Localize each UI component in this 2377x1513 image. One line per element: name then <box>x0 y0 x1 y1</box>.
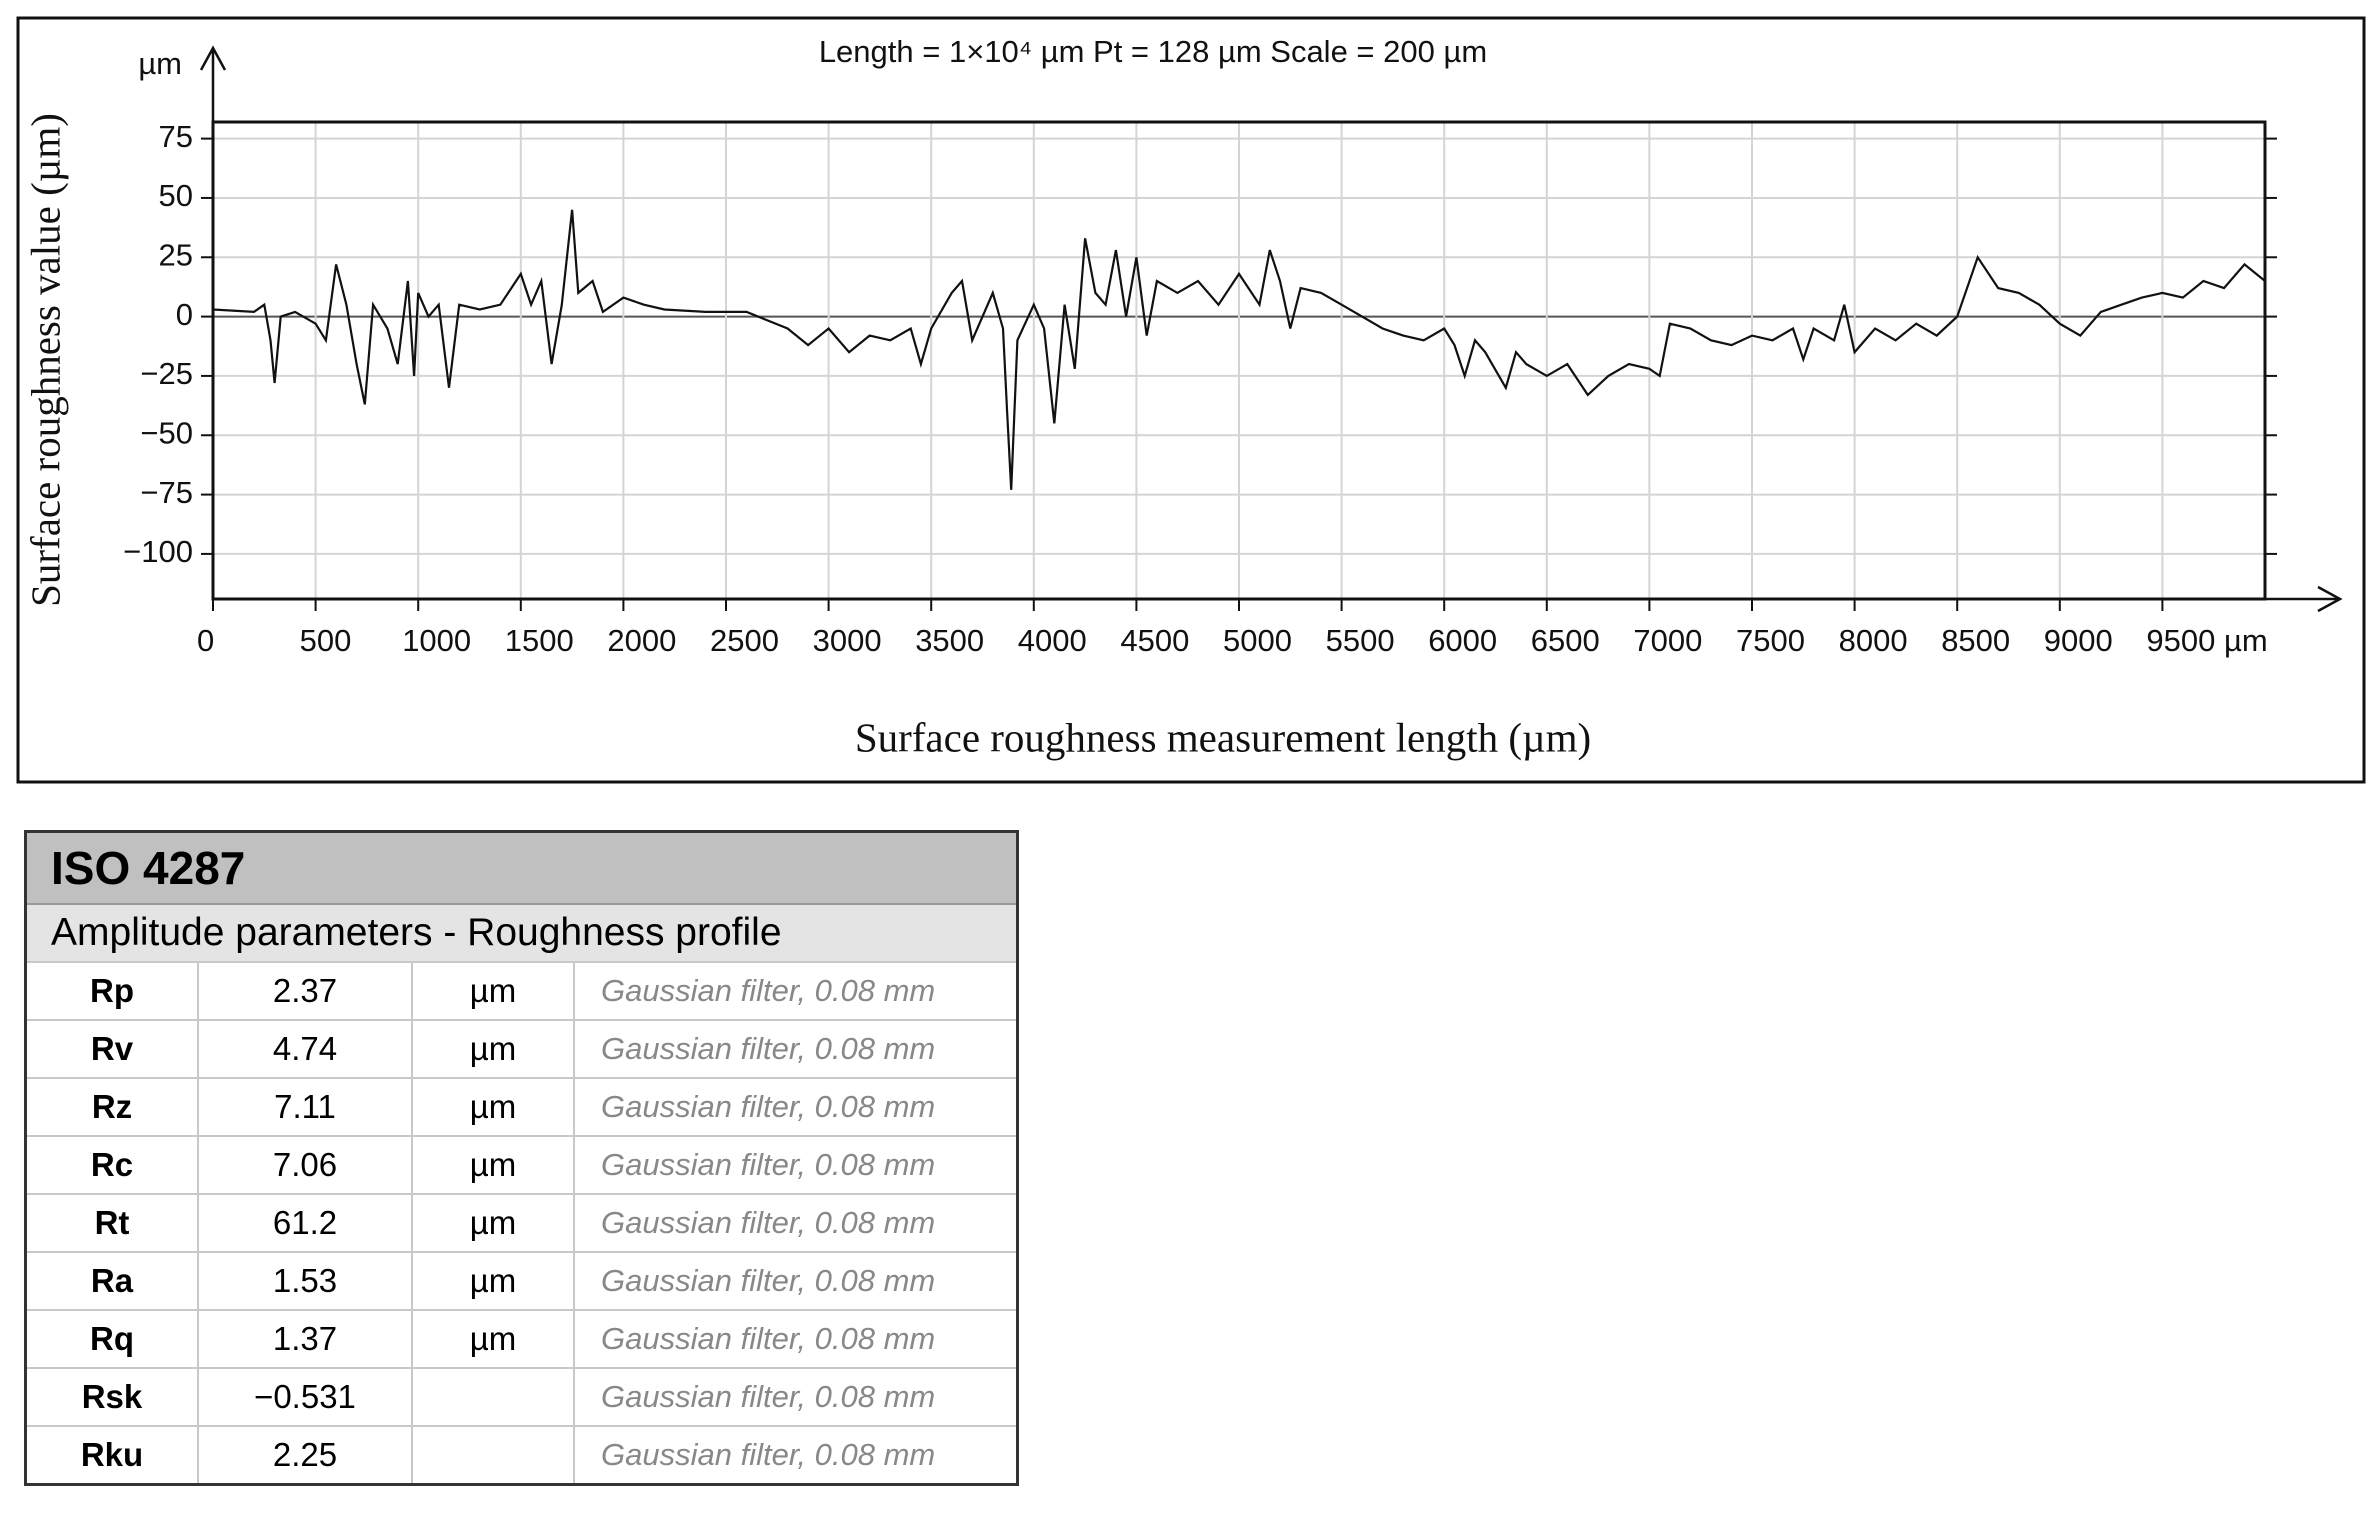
x-tick-label: 4000 <box>1018 623 1087 658</box>
y-tick-label: 0 <box>176 297 193 332</box>
cell-name: Rsk <box>24 1367 199 1427</box>
cell-name: Rku <box>24 1425 199 1486</box>
x-tick-label: 9500 µm <box>2146 623 2267 658</box>
x-tick-label: 500 <box>300 623 352 658</box>
y-unit: µm <box>138 46 182 81</box>
y-tick-label: 25 <box>159 237 193 272</box>
x-tick-label: 8000 <box>1839 623 1908 658</box>
x-tick-label: 1500 <box>505 623 574 658</box>
chart-title: Length = 1×10⁴ µm Pt = 128 µm Scale = 20… <box>819 34 1487 69</box>
y-axis-title: Surface roughness value (µm) <box>22 113 68 607</box>
cell-value: 4.74 <box>197 1019 413 1079</box>
cell-value: 1.53 <box>197 1251 413 1311</box>
y-axis-arrow <box>199 45 227 122</box>
cell-unit: µm <box>411 1077 575 1137</box>
cell-unit: µm <box>411 1193 575 1253</box>
table-row: Rv 4.74 µm Gaussian filter, 0.08 mm <box>24 1019 1019 1079</box>
cell-value: −0.531 <box>197 1367 413 1427</box>
parameter-table: ISO 4287 Amplitude parameters - Roughnes… <box>24 830 1019 1486</box>
table-row: Rsk −0.531 Gaussian filter, 0.08 mm <box>24 1367 1019 1427</box>
y-tick-label: −25 <box>140 356 193 391</box>
table-row: Rku 2.25 Gaussian filter, 0.08 mm <box>24 1425 1019 1486</box>
cell-value: 1.37 <box>197 1309 413 1369</box>
x-tick-label: 3500 <box>915 623 984 658</box>
cell-note: Gaussian filter, 0.08 mm <box>573 1135 1019 1195</box>
table-row: Ra 1.53 µm Gaussian filter, 0.08 mm <box>24 1251 1019 1311</box>
cell-note: Gaussian filter, 0.08 mm <box>573 961 1019 1021</box>
cell-value: 7.11 <box>197 1077 413 1137</box>
x-tick-label: 7500 <box>1736 623 1805 658</box>
cell-unit <box>411 1367 575 1427</box>
table-row: Rz 7.11 µm Gaussian filter, 0.08 mm <box>24 1077 1019 1137</box>
cell-unit: µm <box>411 1251 575 1311</box>
cell-note: Gaussian filter, 0.08 mm <box>573 1019 1019 1079</box>
cell-unit: µm <box>411 961 575 1021</box>
y-tick-label: −50 <box>140 415 193 450</box>
x-tick-label: 7000 <box>1633 623 1702 658</box>
cell-name: Rc <box>24 1135 199 1195</box>
table-row: Rq 1.37 µm Gaussian filter, 0.08 mm <box>24 1309 1019 1369</box>
cell-name: Rz <box>24 1077 199 1137</box>
cell-unit: µm <box>411 1309 575 1369</box>
x-axis-title: Surface roughness measurement length (µm… <box>855 714 1591 760</box>
x-tick-label: 2000 <box>607 623 676 658</box>
cell-value: 61.2 <box>197 1193 413 1253</box>
cell-unit: µm <box>411 1019 575 1079</box>
cell-note: Gaussian filter, 0.08 mm <box>573 1077 1019 1137</box>
chart: Length = 1×10⁴ µm Pt = 128 µm Scale = 20… <box>16 16 2366 784</box>
x-tick-label: 1000 <box>402 623 471 658</box>
cell-name: Rt <box>24 1193 199 1253</box>
table-title: ISO 4287 <box>24 830 1019 905</box>
cell-name: Ra <box>24 1251 199 1311</box>
x-tick-label: 2500 <box>710 623 779 658</box>
x-tick-label: 3000 <box>813 623 882 658</box>
x-tick-label: 9000 <box>2044 623 2113 658</box>
cell-value: 7.06 <box>197 1135 413 1195</box>
table-row: Rc 7.06 µm Gaussian filter, 0.08 mm <box>24 1135 1019 1195</box>
cell-unit <box>411 1425 575 1486</box>
x-tick-label: 0 <box>197 623 214 658</box>
x-axis-arrow <box>2265 585 2343 613</box>
y-tick-label: −75 <box>140 475 193 510</box>
cell-name: Rv <box>24 1019 199 1079</box>
cell-value: 2.37 <box>197 961 413 1021</box>
x-tick-label: 8500 <box>1941 623 2010 658</box>
cell-unit: µm <box>411 1135 575 1195</box>
cell-name: Rp <box>24 961 199 1021</box>
cell-name: Rq <box>24 1309 199 1369</box>
table-row: Rp 2.37 µm Gaussian filter, 0.08 mm <box>24 961 1019 1021</box>
cell-note: Gaussian filter, 0.08 mm <box>573 1367 1019 1427</box>
cell-note: Gaussian filter, 0.08 mm <box>573 1193 1019 1253</box>
y-tick-label: 75 <box>159 119 193 154</box>
x-tick-label: 5000 <box>1223 623 1292 658</box>
table-row: Rt 61.2 µm Gaussian filter, 0.08 mm <box>24 1193 1019 1253</box>
profile-line <box>212 209 2266 490</box>
cell-note: Gaussian filter, 0.08 mm <box>573 1309 1019 1369</box>
y-tick-label: −100 <box>123 534 193 569</box>
cell-note: Gaussian filter, 0.08 mm <box>573 1251 1019 1311</box>
x-tick-label: 6500 <box>1531 623 1600 658</box>
chart-frame <box>16 16 2366 784</box>
cell-note: Gaussian filter, 0.08 mm <box>573 1425 1019 1486</box>
x-tick-label: 6000 <box>1428 623 1497 658</box>
table-subtitle: Amplitude parameters - Roughness profile <box>24 903 1019 963</box>
x-tick-label: 5500 <box>1326 623 1395 658</box>
cell-value: 2.25 <box>197 1425 413 1486</box>
y-tick-label: 50 <box>159 178 193 213</box>
x-tick-label: 4500 <box>1120 623 1189 658</box>
plot-frame <box>211 120 2267 601</box>
